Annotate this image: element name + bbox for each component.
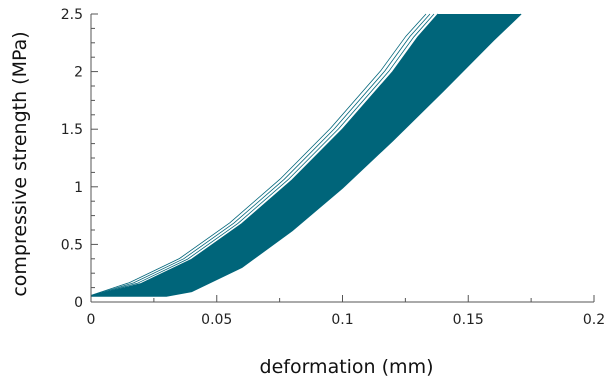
x-tick-label: 0 — [87, 312, 96, 328]
series-curve-upper — [90, 13, 439, 297]
series-curve-lower — [91, 13, 522, 297]
y-tick-label: 0 — [74, 295, 83, 311]
y-tick-label: 1 — [74, 180, 83, 196]
y-tick-label: 2.5 — [61, 7, 83, 23]
series-curve-outline-1 — [90, 13, 435, 297]
y-axis-title: compressive strength (MPa) — [9, 31, 31, 296]
y-tick-label: 1.5 — [61, 122, 83, 138]
series-curve-outline-2 — [90, 13, 431, 297]
x-tick-label: 0.15 — [453, 312, 484, 328]
x-ticks: 0 0.05 0.1 0.15 0.2 — [87, 295, 604, 328]
y-ticks: 0 0.5 1 1.5 2 2.5 — [61, 7, 98, 311]
x-tick-label: 0.1 — [331, 312, 353, 328]
y-tick-label: 2 — [74, 65, 83, 81]
series-curve-outline-3 — [90, 13, 427, 296]
y-tick-label: 0.5 — [61, 237, 83, 253]
data-band-group — [90, 13, 522, 297]
data-band-fill — [91, 14, 522, 297]
x-tick-label: 0.05 — [201, 312, 232, 328]
x-tick-label: 0.2 — [583, 312, 604, 328]
x-axis-title: deformation (mm) — [260, 356, 434, 378]
